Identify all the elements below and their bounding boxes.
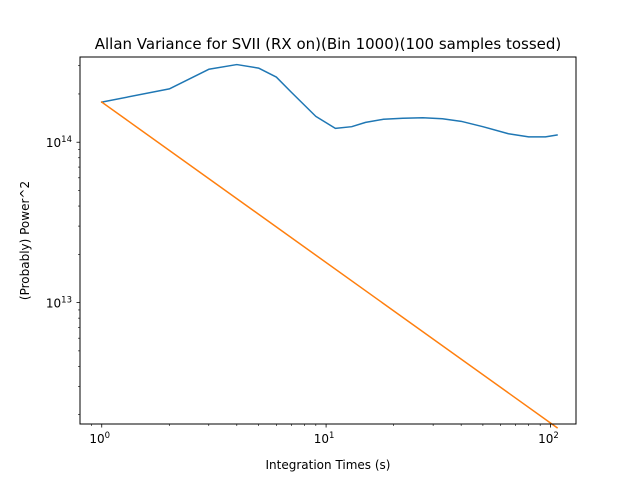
x-tick-label: 102 — [538, 431, 559, 446]
x-tick-label: 100 — [89, 431, 110, 446]
series-line-2 — [100, 101, 559, 429]
chart-title: Allan Variance for SVII (RX on)(Bin 1000… — [95, 35, 562, 53]
y-tick-label: 1014 — [46, 135, 72, 150]
y-axis-label: (Probably) Power^2 — [18, 181, 32, 300]
series-layer — [100, 63, 559, 429]
y-tick-label: 1013 — [46, 296, 72, 311]
plot-frame — [79, 56, 577, 425]
x-tick-label: 101 — [314, 431, 335, 446]
ticks-layer: 100 101 102 1013 1014 — [46, 65, 559, 446]
x-axis-label: Integration Times (s) — [266, 458, 391, 472]
series-line-1 — [100, 63, 558, 138]
